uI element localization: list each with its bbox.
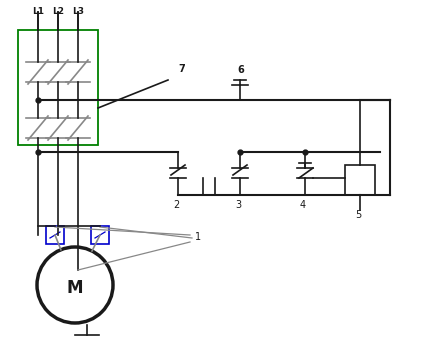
Text: 7: 7 [178,64,185,74]
Circle shape [37,247,113,323]
Text: M: M [67,279,83,297]
Text: 4: 4 [300,200,306,210]
Bar [18,30,98,145]
Text: 1: 1 [195,232,201,242]
Bar [345,165,375,195]
Text: 5: 5 [355,210,361,220]
Text: L3: L3 [72,7,84,16]
Text: 6: 6 [237,65,244,75]
Text: L1: L1 [32,7,44,16]
Bar [91,226,109,244]
Text: L2: L2 [52,7,64,16]
Text: 3: 3 [235,200,241,210]
Text: 2: 2 [173,200,179,210]
Bar [46,226,64,244]
